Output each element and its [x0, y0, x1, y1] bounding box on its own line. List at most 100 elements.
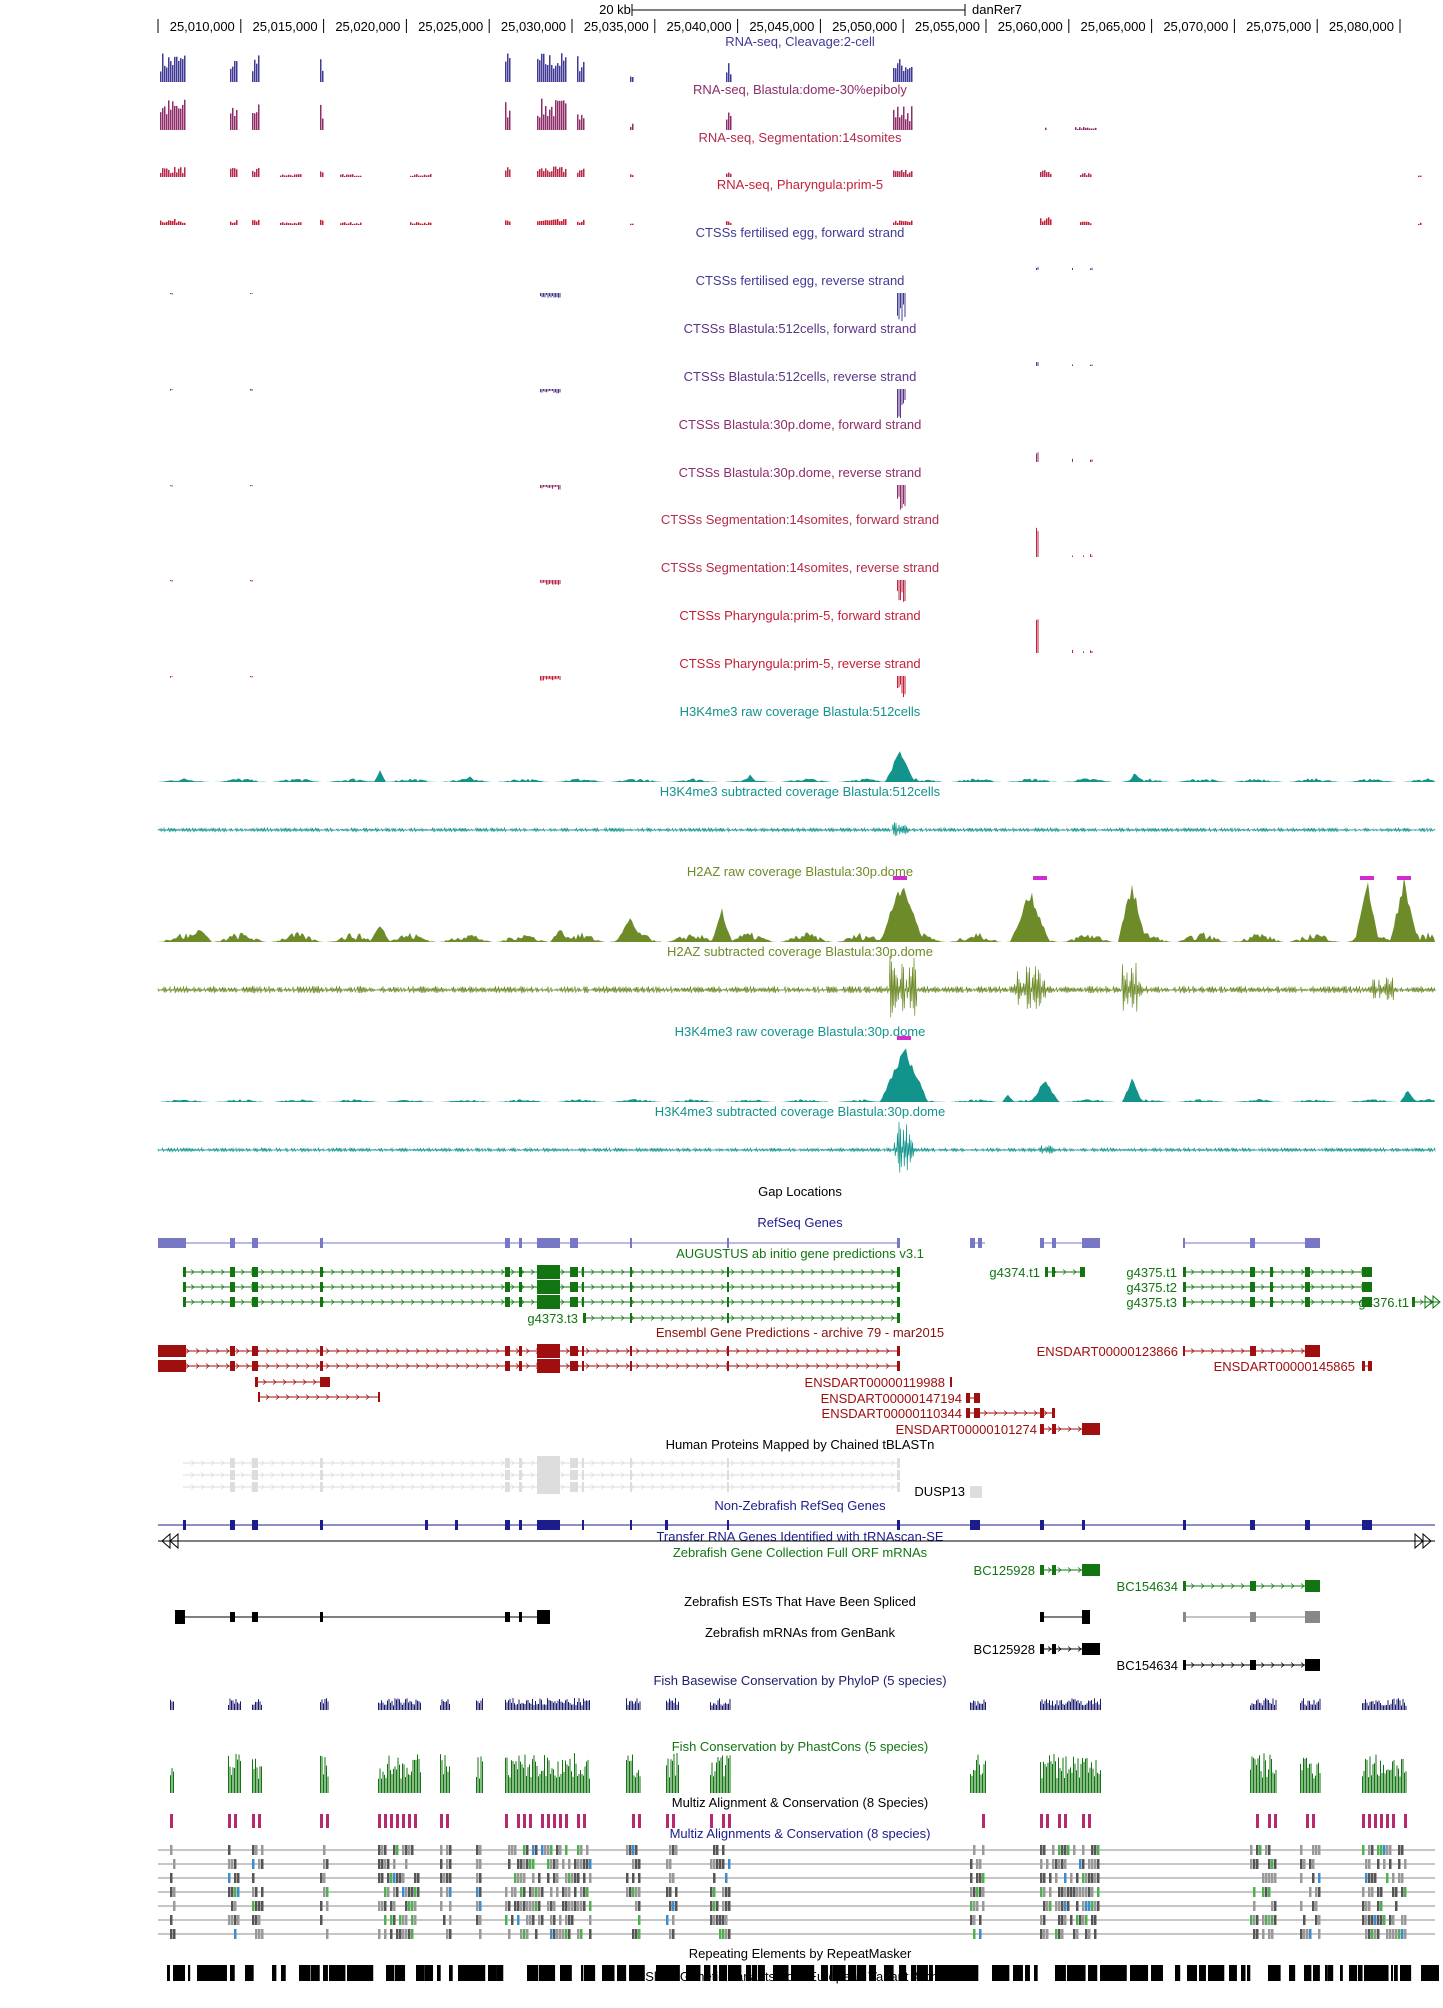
exon — [1250, 1297, 1255, 1307]
track-ctss-30p-rev[interactable]: CTSSs Blastula:30p.dome, reverse strand — [170, 465, 921, 510]
track-ensembl[interactable]: Ensembl Gene Predictions - archive 79 - … — [158, 1325, 1372, 1437]
strand-arrow — [710, 1299, 715, 1305]
exon — [1270, 1297, 1273, 1307]
strand-arrow — [525, 1363, 530, 1369]
track-gap[interactable]: Gap Locations — [758, 1184, 842, 1199]
exon — [570, 1361, 578, 1371]
strand-arrow — [650, 1284, 655, 1290]
track-ctss-512-rev[interactable]: CTSSs Blastula:512cells, reverse strand — [170, 369, 916, 419]
alignment-block — [1315, 1845, 1318, 1855]
track-rnaseq-cleavage[interactable]: RNA-seq, Cleavage:2-cell — [160, 34, 913, 82]
track-eva[interactable]: Short Genetic Variants from European Var… — [645, 1969, 955, 1984]
alignment-block — [669, 1901, 672, 1911]
track-ctss-512-fwd[interactable]: CTSSs Blastula:512cells, forward strand — [684, 321, 1093, 366]
track-ctss-seg-fwd[interactable]: CTSSs Segmentation:14somites, forward st… — [661, 512, 1093, 557]
strand-arrow — [350, 1484, 355, 1490]
signal-bar — [170, 293, 171, 294]
exon — [1052, 1565, 1056, 1575]
track-mrna[interactable]: Zebrafish mRNAs from GenBankBC125928BC15… — [705, 1625, 1320, 1673]
alignment-block — [1073, 1887, 1076, 1897]
strand-arrow — [260, 1269, 265, 1275]
alignment-block — [402, 1873, 405, 1883]
track-ctss-seg-rev[interactable]: CTSSs Segmentation:14somites, reverse st… — [170, 560, 939, 602]
track-h3k4-512-raw[interactable]: H3K4me3 raw coverage Blastula:512cells — [158, 704, 1435, 782]
track-ctss-egg-fwd[interactable]: CTSSs fertilised egg, forward strand — [696, 225, 1093, 270]
signal-bar — [553, 68, 555, 82]
track-h3k4-30p-sub[interactable]: H3K4me3 subtracted coverage Blastula:30p… — [157, 1104, 1436, 1173]
track-ctss-30p-fwd[interactable]: CTSSs Blastula:30p.dome, forward strand — [679, 417, 1093, 462]
repeat-element — [497, 1965, 504, 1981]
alignment-block — [541, 1845, 544, 1855]
continues-left-arrow[interactable] — [161, 1532, 179, 1550]
alignment-block — [511, 1887, 514, 1897]
coverage-area — [158, 1048, 1435, 1102]
signal-bar — [895, 117, 897, 130]
strand-arrow — [720, 1269, 725, 1275]
signal-bar — [547, 64, 549, 82]
signal-bar — [579, 119, 581, 130]
signal-bar — [632, 223, 634, 225]
track-multiz8b[interactable]: Multiz Alignments & Conservation (8 spec… — [158, 1826, 1435, 1939]
alignment-block — [508, 1901, 511, 1911]
signal-bar — [728, 221, 730, 225]
signal-bar — [256, 63, 258, 82]
repeat-element — [173, 1965, 183, 1981]
strand-arrow — [260, 1460, 265, 1466]
strand-arrow — [615, 1348, 620, 1354]
alignment-block — [1082, 1859, 1085, 1869]
signal-bar — [1046, 1699, 1047, 1710]
track-rnaseq-blastula[interactable]: RNA-seq, Blastula:dome-30%epiboly — [160, 82, 1097, 130]
strand-arrow — [983, 1410, 988, 1416]
exon — [1040, 1238, 1044, 1248]
track-h2az-raw[interactable]: H2AZ raw coverage Blastula:30p.dome — [158, 864, 1435, 942]
track-h3k4-512-sub[interactable]: H3K4me3 subtracted coverage Blastula:512… — [157, 784, 1436, 837]
track-h3k4-30p-raw[interactable]: H3K4me3 raw coverage Blastula:30p.dome — [158, 1024, 1435, 1102]
strand-arrow — [700, 1269, 705, 1275]
strand-arrow — [430, 1269, 435, 1275]
signal-bar — [976, 1705, 977, 1710]
signal-bar — [544, 389, 546, 392]
track-h2az-sub[interactable]: H2AZ subtracted coverage Blastula:30p.do… — [157, 944, 1436, 1018]
signal-bar — [477, 1757, 479, 1793]
strand-arrow — [590, 1460, 595, 1466]
alignment-block — [231, 1859, 234, 1869]
track-rnaseq-pharyngula[interactable]: RNA-seq, Pharyngula:prim-5 — [160, 177, 1422, 225]
track-ctss-egg-rev[interactable]: CTSSs fertilised egg, reverse strand — [170, 273, 906, 322]
exon — [230, 1346, 235, 1356]
signal-bar — [626, 1759, 627, 1793]
track-est[interactable]: Zebrafish ESTs That Have Been Spliced — [175, 1594, 1320, 1624]
continues-right-arrow[interactable] — [1414, 1532, 1432, 1550]
track-rnaseq-segmentation[interactable]: RNA-seq, Segmentation:14somites — [160, 130, 1422, 177]
repeat-element — [314, 1965, 320, 1981]
alignment-block — [580, 1859, 583, 1869]
track-xeno-refseq[interactable]: Non-Zebrafish RefSeq Genes — [158, 1498, 1435, 1530]
track-phastcons[interactable]: Fish Conservation by PhastCons (5 specie… — [170, 1739, 1407, 1793]
track-ctss-phar-fwd[interactable]: CTSSs Pharyngula:prim-5, forward strand — [679, 608, 1093, 653]
track-rmsk[interactable]: Repeating Elements by RepeatMasker — [167, 1946, 1439, 1981]
signal-bar — [557, 219, 559, 225]
track-trna[interactable]: Transfer RNA Genes Identified with tRNAs… — [158, 1529, 1435, 1550]
signal-bar — [1092, 1704, 1094, 1710]
signal-bar — [479, 1703, 480, 1710]
repeat-element — [1082, 1965, 1086, 1981]
alignment-block — [1040, 1845, 1043, 1855]
strand-arrow — [1350, 1284, 1355, 1290]
alignment-block — [1256, 1859, 1259, 1869]
track-ctss-phar-rev[interactable]: CTSSs Pharyngula:prim-5, reverse strand — [170, 656, 921, 698]
signal-bar — [164, 168, 166, 177]
alignment-block — [713, 1915, 716, 1925]
strand-arrow — [765, 1363, 770, 1369]
strand-arrow — [750, 1484, 755, 1490]
alignment-block — [387, 1887, 390, 1897]
track-zgc[interactable]: Zebrafish Gene Collection Full ORF mRNAs… — [673, 1545, 1320, 1594]
track-multiz8[interactable]: Multiz Alignment & Conservation (8 Speci… — [170, 1795, 1407, 1828]
track-phylop[interactable]: Fish Basewise Conservation by PhyloP (5 … — [170, 1673, 1407, 1710]
alignment-block — [1362, 1915, 1365, 1925]
strand-arrow — [595, 1348, 600, 1354]
alignment-block — [387, 1873, 390, 1883]
track-refseq[interactable]: RefSeq Genes — [158, 1215, 1320, 1248]
signal-bar — [171, 580, 173, 582]
track-augustus[interactable]: AUGUSTUS ab initio gene predictions v3.1… — [183, 1246, 1441, 1326]
track-tblastn[interactable]: Human Proteins Mapped by Chained tBLASTn… — [183, 1437, 982, 1499]
